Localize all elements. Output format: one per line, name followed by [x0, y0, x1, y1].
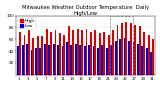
- Bar: [106, 48, 108, 75]
- Bar: [46, 29, 48, 75]
- Bar: [68, 26, 70, 75]
- Bar: [77, 29, 79, 75]
- Bar: [121, 23, 123, 75]
- Bar: [97, 48, 99, 75]
- Bar: [150, 52, 152, 75]
- Bar: [146, 48, 148, 75]
- Bar: [31, 50, 32, 75]
- Bar: [70, 45, 72, 75]
- Bar: [112, 30, 114, 75]
- Bar: [41, 36, 43, 75]
- Bar: [81, 30, 83, 75]
- Bar: [152, 39, 154, 75]
- Bar: [75, 44, 77, 75]
- Bar: [22, 45, 24, 75]
- Bar: [125, 22, 127, 75]
- Bar: [26, 44, 28, 75]
- Bar: [103, 32, 105, 75]
- Bar: [110, 16, 133, 75]
- Bar: [63, 35, 65, 75]
- Bar: [59, 33, 61, 75]
- Bar: [128, 41, 130, 75]
- Bar: [86, 29, 88, 75]
- Bar: [79, 45, 81, 75]
- Bar: [55, 30, 56, 75]
- Title: Milwaukee Weather Outdoor Temperature  Daily High/Low: Milwaukee Weather Outdoor Temperature Da…: [22, 5, 149, 16]
- Bar: [57, 45, 59, 75]
- Bar: [117, 25, 119, 75]
- Bar: [50, 32, 52, 75]
- Bar: [24, 35, 25, 75]
- Bar: [32, 38, 34, 75]
- Bar: [130, 23, 132, 75]
- Bar: [108, 35, 110, 75]
- Bar: [88, 45, 90, 75]
- Bar: [84, 46, 86, 75]
- Bar: [93, 46, 94, 75]
- Legend: High, Low: High, Low: [18, 18, 36, 29]
- Bar: [19, 32, 21, 75]
- Bar: [143, 32, 145, 75]
- Bar: [28, 30, 30, 75]
- Bar: [139, 26, 141, 75]
- Bar: [115, 41, 117, 75]
- Bar: [72, 30, 74, 75]
- Bar: [101, 45, 103, 75]
- Bar: [99, 33, 101, 75]
- Bar: [62, 46, 63, 75]
- Bar: [37, 36, 39, 75]
- Bar: [141, 46, 143, 75]
- Bar: [44, 44, 46, 75]
- Bar: [39, 48, 41, 75]
- Bar: [53, 44, 55, 75]
- Bar: [66, 42, 68, 75]
- Bar: [137, 44, 139, 75]
- Bar: [134, 25, 136, 75]
- Bar: [48, 45, 50, 75]
- Bar: [132, 42, 134, 75]
- Bar: [35, 48, 37, 75]
- Bar: [148, 35, 150, 75]
- Bar: [90, 32, 92, 75]
- Bar: [119, 39, 121, 75]
- Bar: [94, 30, 96, 75]
- Bar: [124, 38, 125, 75]
- Bar: [110, 45, 112, 75]
- Bar: [17, 46, 19, 75]
